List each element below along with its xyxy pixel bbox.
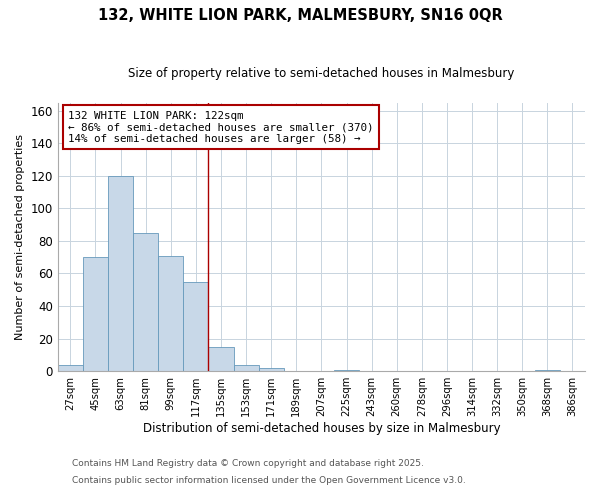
Bar bbox=[83, 257, 108, 371]
Text: 132, WHITE LION PARK, MALMESBURY, SN16 0QR: 132, WHITE LION PARK, MALMESBURY, SN16 0… bbox=[98, 8, 502, 22]
Bar bbox=[259, 368, 284, 371]
Bar bbox=[108, 176, 133, 371]
Bar bbox=[233, 364, 259, 371]
Y-axis label: Number of semi-detached properties: Number of semi-detached properties bbox=[15, 134, 25, 340]
Text: 132 WHITE LION PARK: 122sqm
← 86% of semi-detached houses are smaller (370)
14% : 132 WHITE LION PARK: 122sqm ← 86% of sem… bbox=[68, 110, 374, 144]
Bar bbox=[158, 256, 184, 371]
Bar bbox=[133, 233, 158, 371]
Bar bbox=[334, 370, 359, 371]
Bar bbox=[58, 364, 83, 371]
Title: Size of property relative to semi-detached houses in Malmesbury: Size of property relative to semi-detach… bbox=[128, 68, 515, 80]
Text: Contains public sector information licensed under the Open Government Licence v3: Contains public sector information licen… bbox=[72, 476, 466, 485]
Text: Contains HM Land Registry data © Crown copyright and database right 2025.: Contains HM Land Registry data © Crown c… bbox=[72, 458, 424, 468]
Bar bbox=[535, 370, 560, 371]
X-axis label: Distribution of semi-detached houses by size in Malmesbury: Distribution of semi-detached houses by … bbox=[143, 422, 500, 435]
Bar bbox=[208, 347, 233, 371]
Bar bbox=[184, 282, 208, 371]
